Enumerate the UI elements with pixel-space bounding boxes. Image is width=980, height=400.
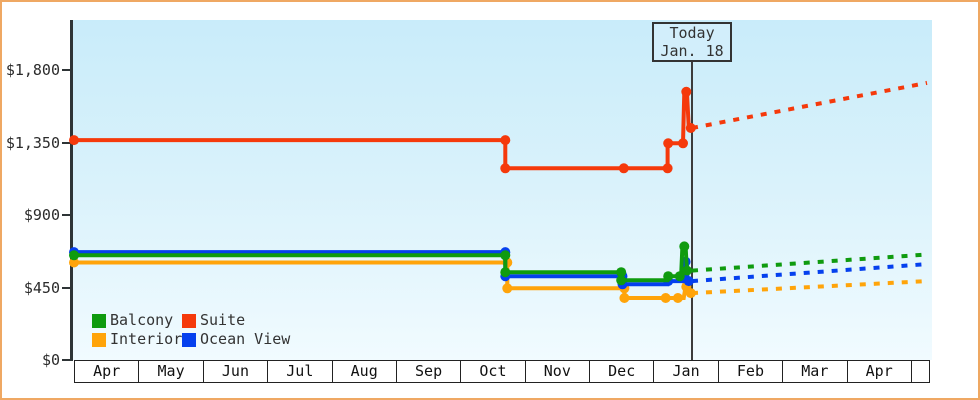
legend-label: Interior <box>110 330 183 348</box>
series-marker-balcony <box>674 271 685 282</box>
series-marker-interior <box>672 293 683 303</box>
y-tick <box>62 69 71 71</box>
series-marker-suite <box>69 135 79 146</box>
series-marker-interior <box>660 293 671 303</box>
today-date: Jan. 18 <box>660 42 724 60</box>
series-marker-suite <box>678 138 688 149</box>
month-cell: Aug <box>333 361 397 382</box>
month-cell: Dec <box>590 361 655 382</box>
series-marker-balcony <box>663 271 674 282</box>
month-cell: Jun <box>204 361 269 382</box>
legend-swatch-ocean-view <box>182 332 196 347</box>
month-cell-stub <box>912 361 929 382</box>
y-tick <box>62 141 71 144</box>
month-cell: Apr <box>75 361 140 382</box>
series-marker-balcony <box>681 265 692 276</box>
series-marker-suite <box>618 163 629 174</box>
month-cell: Feb <box>719 361 784 382</box>
month-cell: Sep <box>397 361 462 382</box>
month-cell: Jul <box>268 361 333 382</box>
series-marker-interior <box>502 283 513 294</box>
today-vertical-line <box>691 60 694 360</box>
month-cell: Nov <box>526 361 590 382</box>
series-marker-suite <box>500 135 511 146</box>
series-marker-suite <box>685 123 696 133</box>
series-marker-balcony <box>616 267 627 278</box>
legend-item-suite: Suite <box>182 313 245 328</box>
today-annotation-box: Today Jan. 18 <box>652 22 733 62</box>
series-marker-balcony <box>679 241 690 252</box>
month-cell: Jan <box>654 361 719 382</box>
y-tick-label: $1,350 <box>5 133 60 152</box>
legend-item-balcony: Balcony <box>92 313 173 328</box>
series-forecast-balcony <box>691 252 928 273</box>
series-marker-interior <box>69 257 79 268</box>
series-marker-balcony <box>500 250 511 261</box>
month-axis: Apr May Jun Jul Aug Sep Oct Nov Dec Jan Feb Mar Apr <box>74 360 930 383</box>
y-tick <box>62 359 71 361</box>
y-tick-label: $900 <box>23 206 60 224</box>
y-tick <box>62 286 71 289</box>
series-marker-balcony <box>500 267 511 278</box>
series-line-interior <box>74 260 692 300</box>
series-forecast-suite <box>691 80 928 130</box>
legend-swatch-suite <box>182 313 196 328</box>
series-line-suite <box>74 89 692 171</box>
y-tick-label: $450 <box>23 278 60 297</box>
series-marker-ocean-view <box>683 276 694 287</box>
legend-item-interior: Interior <box>92 332 182 347</box>
series-marker-balcony <box>616 275 627 286</box>
plot-background <box>73 20 932 360</box>
y-axis-line <box>70 20 73 361</box>
month-cell: Mar <box>783 361 848 382</box>
month-cell: Apr <box>848 361 912 382</box>
series-marker-suite <box>500 163 511 174</box>
legend-label: Ocean View <box>200 330 291 348</box>
series-marker-suite <box>663 138 674 149</box>
legend-swatch-interior <box>92 332 106 347</box>
series-marker-suite <box>681 86 692 97</box>
series-marker-suite <box>662 163 673 174</box>
y-tick-label: $0 <box>41 351 60 369</box>
legend-item-ocean-view: Ocean View <box>182 332 290 347</box>
month-cell: Oct <box>461 361 526 382</box>
y-tick <box>62 214 71 216</box>
legend-swatch-balcony <box>92 313 106 328</box>
series-marker-balcony <box>69 250 79 261</box>
series-forecast-ocean-view <box>691 262 928 284</box>
series-marker-interior <box>619 293 630 303</box>
today-label: Today <box>669 24 715 42</box>
month-cell: May <box>139 361 204 382</box>
series-forecast-interior <box>691 279 928 296</box>
y-tick-label: $1,800 <box>5 61 60 79</box>
series-marker-interior <box>685 288 696 299</box>
legend-label: Balcony <box>110 311 174 329</box>
legend-label: Suite <box>200 311 246 329</box>
